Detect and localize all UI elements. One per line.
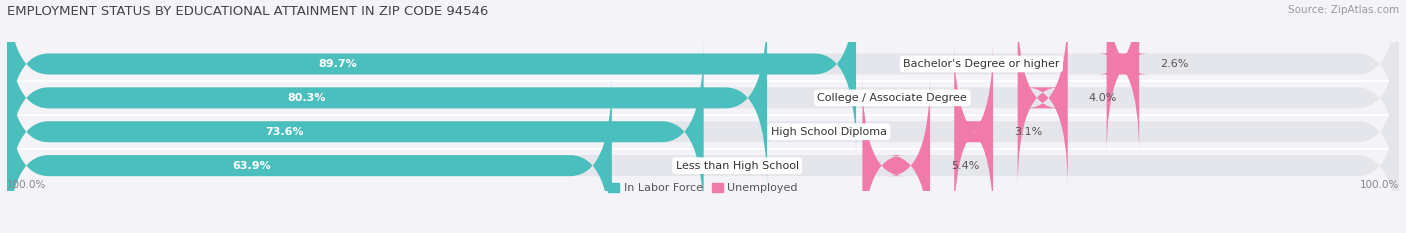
Text: 73.6%: 73.6%	[264, 127, 304, 137]
Text: 80.3%: 80.3%	[287, 93, 325, 103]
FancyBboxPatch shape	[1098, 0, 1149, 155]
Text: 89.7%: 89.7%	[318, 59, 357, 69]
FancyBboxPatch shape	[7, 75, 612, 233]
FancyBboxPatch shape	[7, 0, 856, 155]
FancyBboxPatch shape	[7, 7, 1399, 189]
Text: 63.9%: 63.9%	[232, 161, 271, 171]
Text: 3.1%: 3.1%	[1014, 127, 1042, 137]
Text: Less than High School: Less than High School	[675, 161, 799, 171]
Text: 2.6%: 2.6%	[1160, 59, 1188, 69]
Text: 5.4%: 5.4%	[950, 161, 980, 171]
Text: 100.0%: 100.0%	[1360, 180, 1399, 190]
FancyBboxPatch shape	[7, 41, 1399, 223]
Text: EMPLOYMENT STATUS BY EDUCATIONAL ATTAINMENT IN ZIP CODE 94546: EMPLOYMENT STATUS BY EDUCATIONAL ATTAINM…	[7, 5, 488, 18]
FancyBboxPatch shape	[7, 41, 703, 223]
FancyBboxPatch shape	[862, 75, 929, 233]
Text: High School Diploma: High School Diploma	[770, 127, 887, 137]
FancyBboxPatch shape	[952, 41, 995, 223]
Text: Bachelor's Degree or higher: Bachelor's Degree or higher	[903, 59, 1060, 69]
FancyBboxPatch shape	[7, 75, 1399, 233]
Text: 100.0%: 100.0%	[7, 180, 46, 190]
Text: College / Associate Degree: College / Associate Degree	[817, 93, 967, 103]
Text: Source: ZipAtlas.com: Source: ZipAtlas.com	[1288, 5, 1399, 15]
FancyBboxPatch shape	[7, 0, 1399, 155]
FancyBboxPatch shape	[1018, 7, 1067, 189]
FancyBboxPatch shape	[7, 7, 768, 189]
Text: 4.0%: 4.0%	[1088, 93, 1116, 103]
Legend: In Labor Force, Unemployed: In Labor Force, Unemployed	[609, 182, 797, 193]
